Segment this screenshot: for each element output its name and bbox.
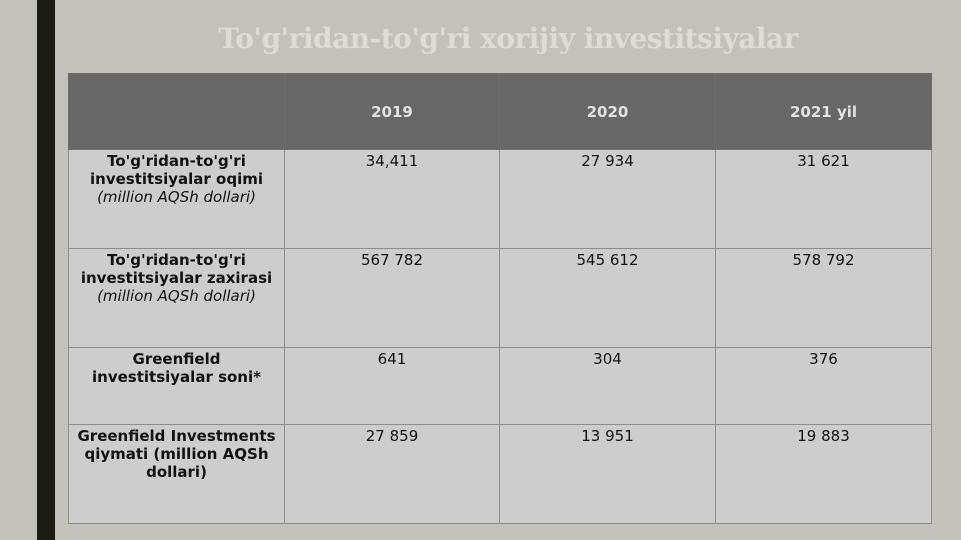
header-cell — [68, 73, 285, 150]
table-cell: 545 612 — [499, 248, 716, 348]
table-row: Greenfield investitsiyalar soni* 641 304 37… — [68, 347, 932, 425]
label-text: Greenfield Investments qiymati (million … — [77, 427, 276, 481]
label-text: To'g'ridan-to'g'ri investitsiyalar oqimi — [90, 152, 263, 188]
header-row: 2019 2020 2021 yil — [68, 73, 932, 150]
table-cell: 376 — [715, 347, 932, 425]
table-cell: 31 621 — [715, 149, 932, 249]
data-table: 2019 2020 2021 yil To'g'ridan-to'g'ri inve… — [68, 73, 932, 524]
slide-title: To'g'ridan-to'g'ri xorijiy investitsiyal… — [218, 22, 798, 55]
table-cell: 304 — [499, 347, 716, 425]
header-cell: 2021 yil — [715, 73, 932, 150]
table-row: To'g'ridan-to'g'ri investitsiyalar zaxir… — [68, 248, 932, 348]
table-cell: 19 883 — [715, 424, 932, 524]
row-label: To'g'ridan-to'g'ri investitsiyalar oqimi… — [68, 149, 285, 249]
table-cell: 641 — [284, 347, 500, 425]
label-note: (million AQSh dollari) — [97, 287, 256, 305]
header-cell: 2019 — [284, 73, 500, 150]
table-cell: 567 782 — [284, 248, 500, 348]
accent-bar — [37, 0, 55, 540]
table-cell: 27 934 — [499, 149, 716, 249]
table-cell: 578 792 — [715, 248, 932, 348]
table-cell: 27 859 — [284, 424, 500, 524]
label-text: Greenfield investitsiyalar soni* — [92, 350, 261, 386]
table-cell: 34,411 — [284, 149, 500, 249]
label-text: To'g'ridan-to'g'ri investitsiyalar zaxir… — [80, 251, 273, 287]
row-label: Greenfield investitsiyalar soni* — [68, 347, 285, 425]
row-label: Greenfield Investments qiymati (million … — [68, 424, 285, 524]
header-cell: 2020 — [499, 73, 716, 150]
table-row: Greenfield Investments qiymati (million … — [68, 424, 932, 524]
table-cell: 13 951 — [499, 424, 716, 524]
row-label: To'g'ridan-to'g'ri investitsiyalar zaxir… — [68, 248, 285, 348]
label-note: (million AQSh dollari) — [97, 188, 256, 206]
table-row: To'g'ridan-to'g'ri investitsiyalar oqimi… — [68, 149, 932, 249]
